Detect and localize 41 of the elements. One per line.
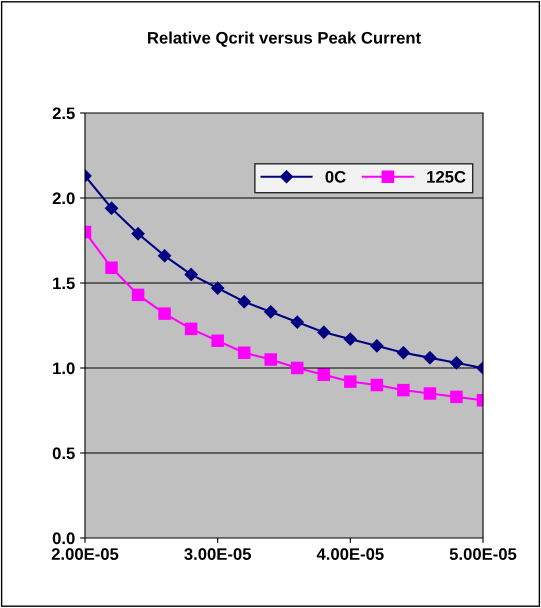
point bbox=[344, 332, 357, 346]
point bbox=[370, 378, 384, 392]
y-tick-label: 2.5 bbox=[52, 107, 75, 120]
point bbox=[424, 387, 436, 400]
point bbox=[104, 202, 118, 215]
x-tick-label: 5.00E-05 bbox=[450, 548, 516, 560]
point bbox=[423, 351, 437, 364]
point bbox=[290, 316, 304, 329]
point bbox=[450, 390, 463, 404]
point bbox=[370, 339, 384, 352]
point bbox=[396, 346, 410, 360]
y-tick-label: 2.0 bbox=[52, 192, 75, 204]
point bbox=[264, 305, 278, 318]
point bbox=[450, 356, 464, 370]
point bbox=[238, 295, 251, 308]
point bbox=[264, 353, 277, 366]
point bbox=[397, 384, 410, 396]
x-tick-label: 4.00E-05 bbox=[316, 548, 384, 560]
point bbox=[318, 368, 330, 382]
point bbox=[131, 227, 145, 240]
y-tick-label: 1.5 bbox=[53, 278, 75, 290]
y-tick-label: 0.0 bbox=[52, 532, 75, 544]
point bbox=[211, 334, 224, 348]
point bbox=[291, 362, 304, 374]
point bbox=[184, 322, 198, 336]
x-tick-label: 2.00E-05 bbox=[52, 548, 118, 560]
legend-label: 125C bbox=[427, 170, 466, 183]
x-tick-label: 3.00E-05 bbox=[184, 548, 252, 560]
point bbox=[317, 326, 330, 339]
point bbox=[158, 249, 172, 262]
point bbox=[211, 282, 224, 295]
chart-title: Relative Qcrit versus Peak Current bbox=[148, 31, 421, 47]
y-tick-label: 0.5 bbox=[52, 447, 75, 460]
legend-label: 0C bbox=[326, 170, 346, 183]
point bbox=[344, 375, 357, 388]
y-tick-label: 1.0 bbox=[53, 362, 75, 374]
point bbox=[158, 307, 171, 320]
point bbox=[238, 346, 250, 359]
point bbox=[105, 261, 118, 274]
point bbox=[184, 268, 198, 282]
point bbox=[132, 288, 144, 302]
